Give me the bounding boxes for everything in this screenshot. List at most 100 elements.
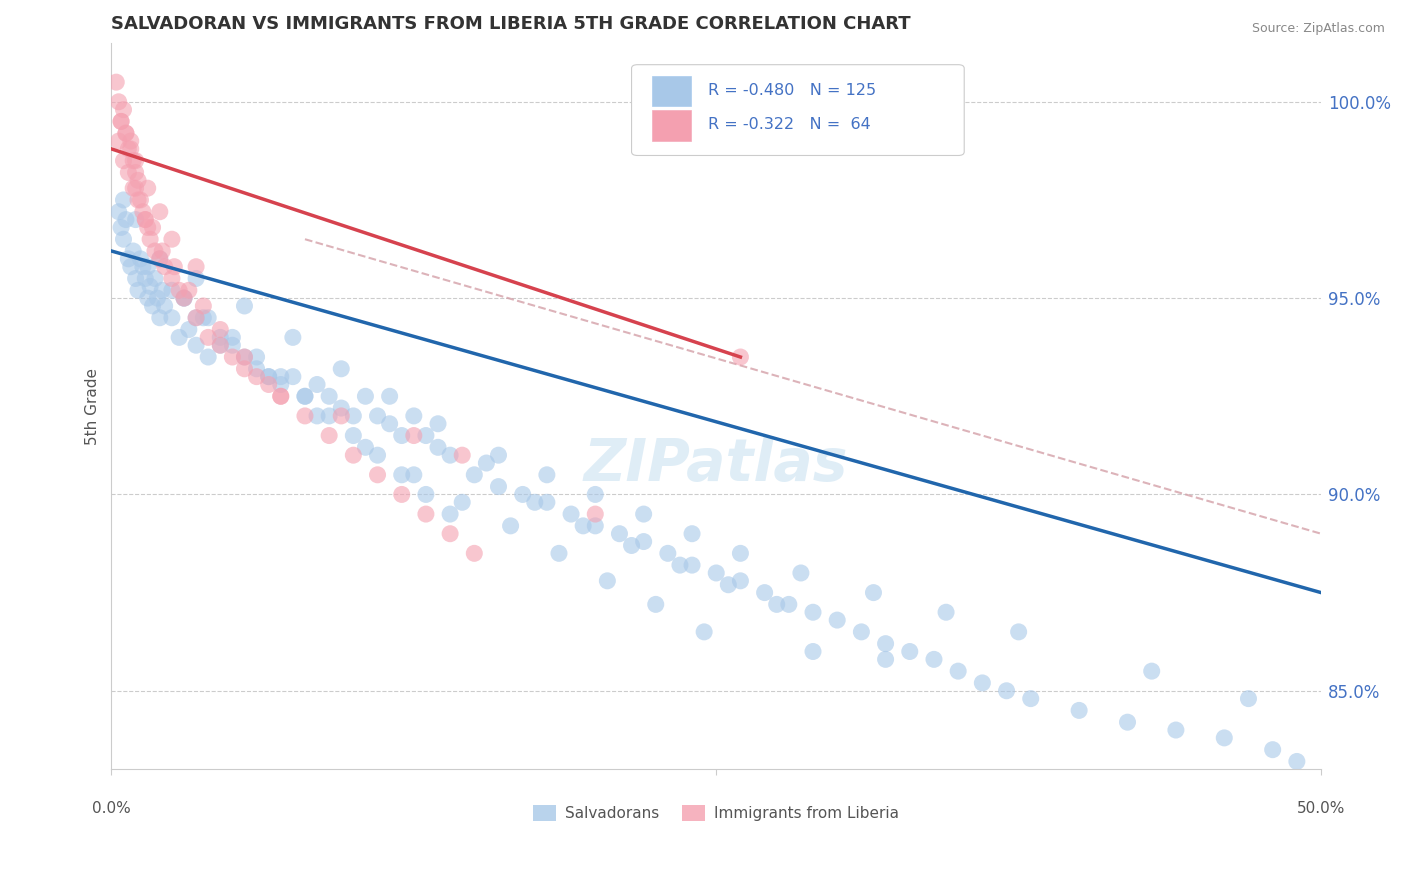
Point	[193, 299, 215, 313]
Point	[402, 409, 425, 423]
Point	[150, 283, 173, 297]
Point	[270, 377, 292, 392]
Point	[160, 271, 183, 285]
Point	[139, 279, 162, 293]
Point	[257, 377, 280, 392]
Text: Source: ZipAtlas.com: Source: ZipAtlas.com	[1251, 22, 1385, 36]
Point	[367, 448, 389, 462]
Point	[177, 322, 200, 336]
Point	[935, 605, 957, 619]
Point	[342, 428, 364, 442]
Point	[330, 401, 353, 415]
Point	[149, 310, 172, 325]
Point	[112, 193, 135, 207]
Point	[197, 350, 219, 364]
Point	[127, 193, 149, 207]
Point	[173, 291, 195, 305]
Point	[572, 519, 595, 533]
Point	[875, 652, 897, 666]
Point	[754, 585, 776, 599]
Point	[173, 291, 195, 305]
Point	[560, 507, 582, 521]
Point	[644, 598, 666, 612]
Point	[1213, 731, 1236, 745]
Point	[765, 598, 787, 612]
Point	[120, 142, 142, 156]
Point	[153, 299, 176, 313]
Point	[318, 428, 340, 442]
Point	[132, 204, 155, 219]
Point	[717, 578, 740, 592]
Point	[354, 389, 377, 403]
Point	[112, 103, 135, 117]
Point	[463, 546, 485, 560]
Point	[257, 369, 280, 384]
Point	[523, 495, 546, 509]
Point	[124, 271, 146, 285]
Point	[107, 134, 129, 148]
Point	[391, 467, 413, 482]
Point	[122, 244, 145, 258]
Point	[439, 526, 461, 541]
Point	[305, 409, 328, 423]
Point	[233, 350, 256, 364]
Point	[536, 467, 558, 482]
Point	[801, 644, 824, 658]
Point	[488, 448, 510, 462]
Point	[1164, 723, 1187, 737]
Point	[245, 350, 267, 364]
Point	[281, 369, 304, 384]
Point	[127, 283, 149, 297]
Point	[184, 310, 207, 325]
Point	[163, 260, 186, 274]
Point	[233, 350, 256, 364]
Point	[451, 448, 474, 462]
Point	[354, 440, 377, 454]
Point	[427, 440, 450, 454]
Point	[139, 232, 162, 246]
Point	[110, 114, 132, 128]
Point	[124, 153, 146, 168]
Point	[209, 322, 232, 336]
Point	[184, 260, 207, 274]
Point	[115, 126, 138, 140]
Point	[150, 244, 173, 258]
Point	[209, 330, 232, 344]
Point	[620, 539, 643, 553]
Point	[669, 558, 692, 573]
Point	[129, 193, 152, 207]
Point	[245, 361, 267, 376]
Point	[245, 369, 267, 384]
Point	[197, 310, 219, 325]
Text: 0.0%: 0.0%	[91, 801, 131, 815]
Point	[1261, 742, 1284, 756]
Point	[115, 126, 138, 140]
Text: R = -0.322   N =  64: R = -0.322 N = 64	[707, 118, 870, 133]
Point	[105, 75, 128, 89]
Point	[439, 507, 461, 521]
Point	[270, 389, 292, 403]
FancyBboxPatch shape	[652, 111, 690, 141]
Point	[330, 409, 353, 423]
Point	[402, 467, 425, 482]
Point	[922, 652, 945, 666]
Point	[305, 377, 328, 392]
Point	[146, 291, 169, 305]
Point	[391, 428, 413, 442]
Point	[124, 181, 146, 195]
Point	[233, 299, 256, 313]
Point	[681, 526, 703, 541]
Point	[257, 369, 280, 384]
Point	[801, 605, 824, 619]
Point	[134, 212, 156, 227]
Point	[415, 428, 437, 442]
Point	[143, 271, 166, 285]
Point	[825, 613, 848, 627]
Point	[318, 389, 340, 403]
Point	[143, 244, 166, 258]
FancyBboxPatch shape	[631, 65, 965, 155]
Point	[1069, 703, 1091, 717]
Point	[1140, 664, 1163, 678]
Point	[342, 448, 364, 462]
Point	[583, 487, 606, 501]
